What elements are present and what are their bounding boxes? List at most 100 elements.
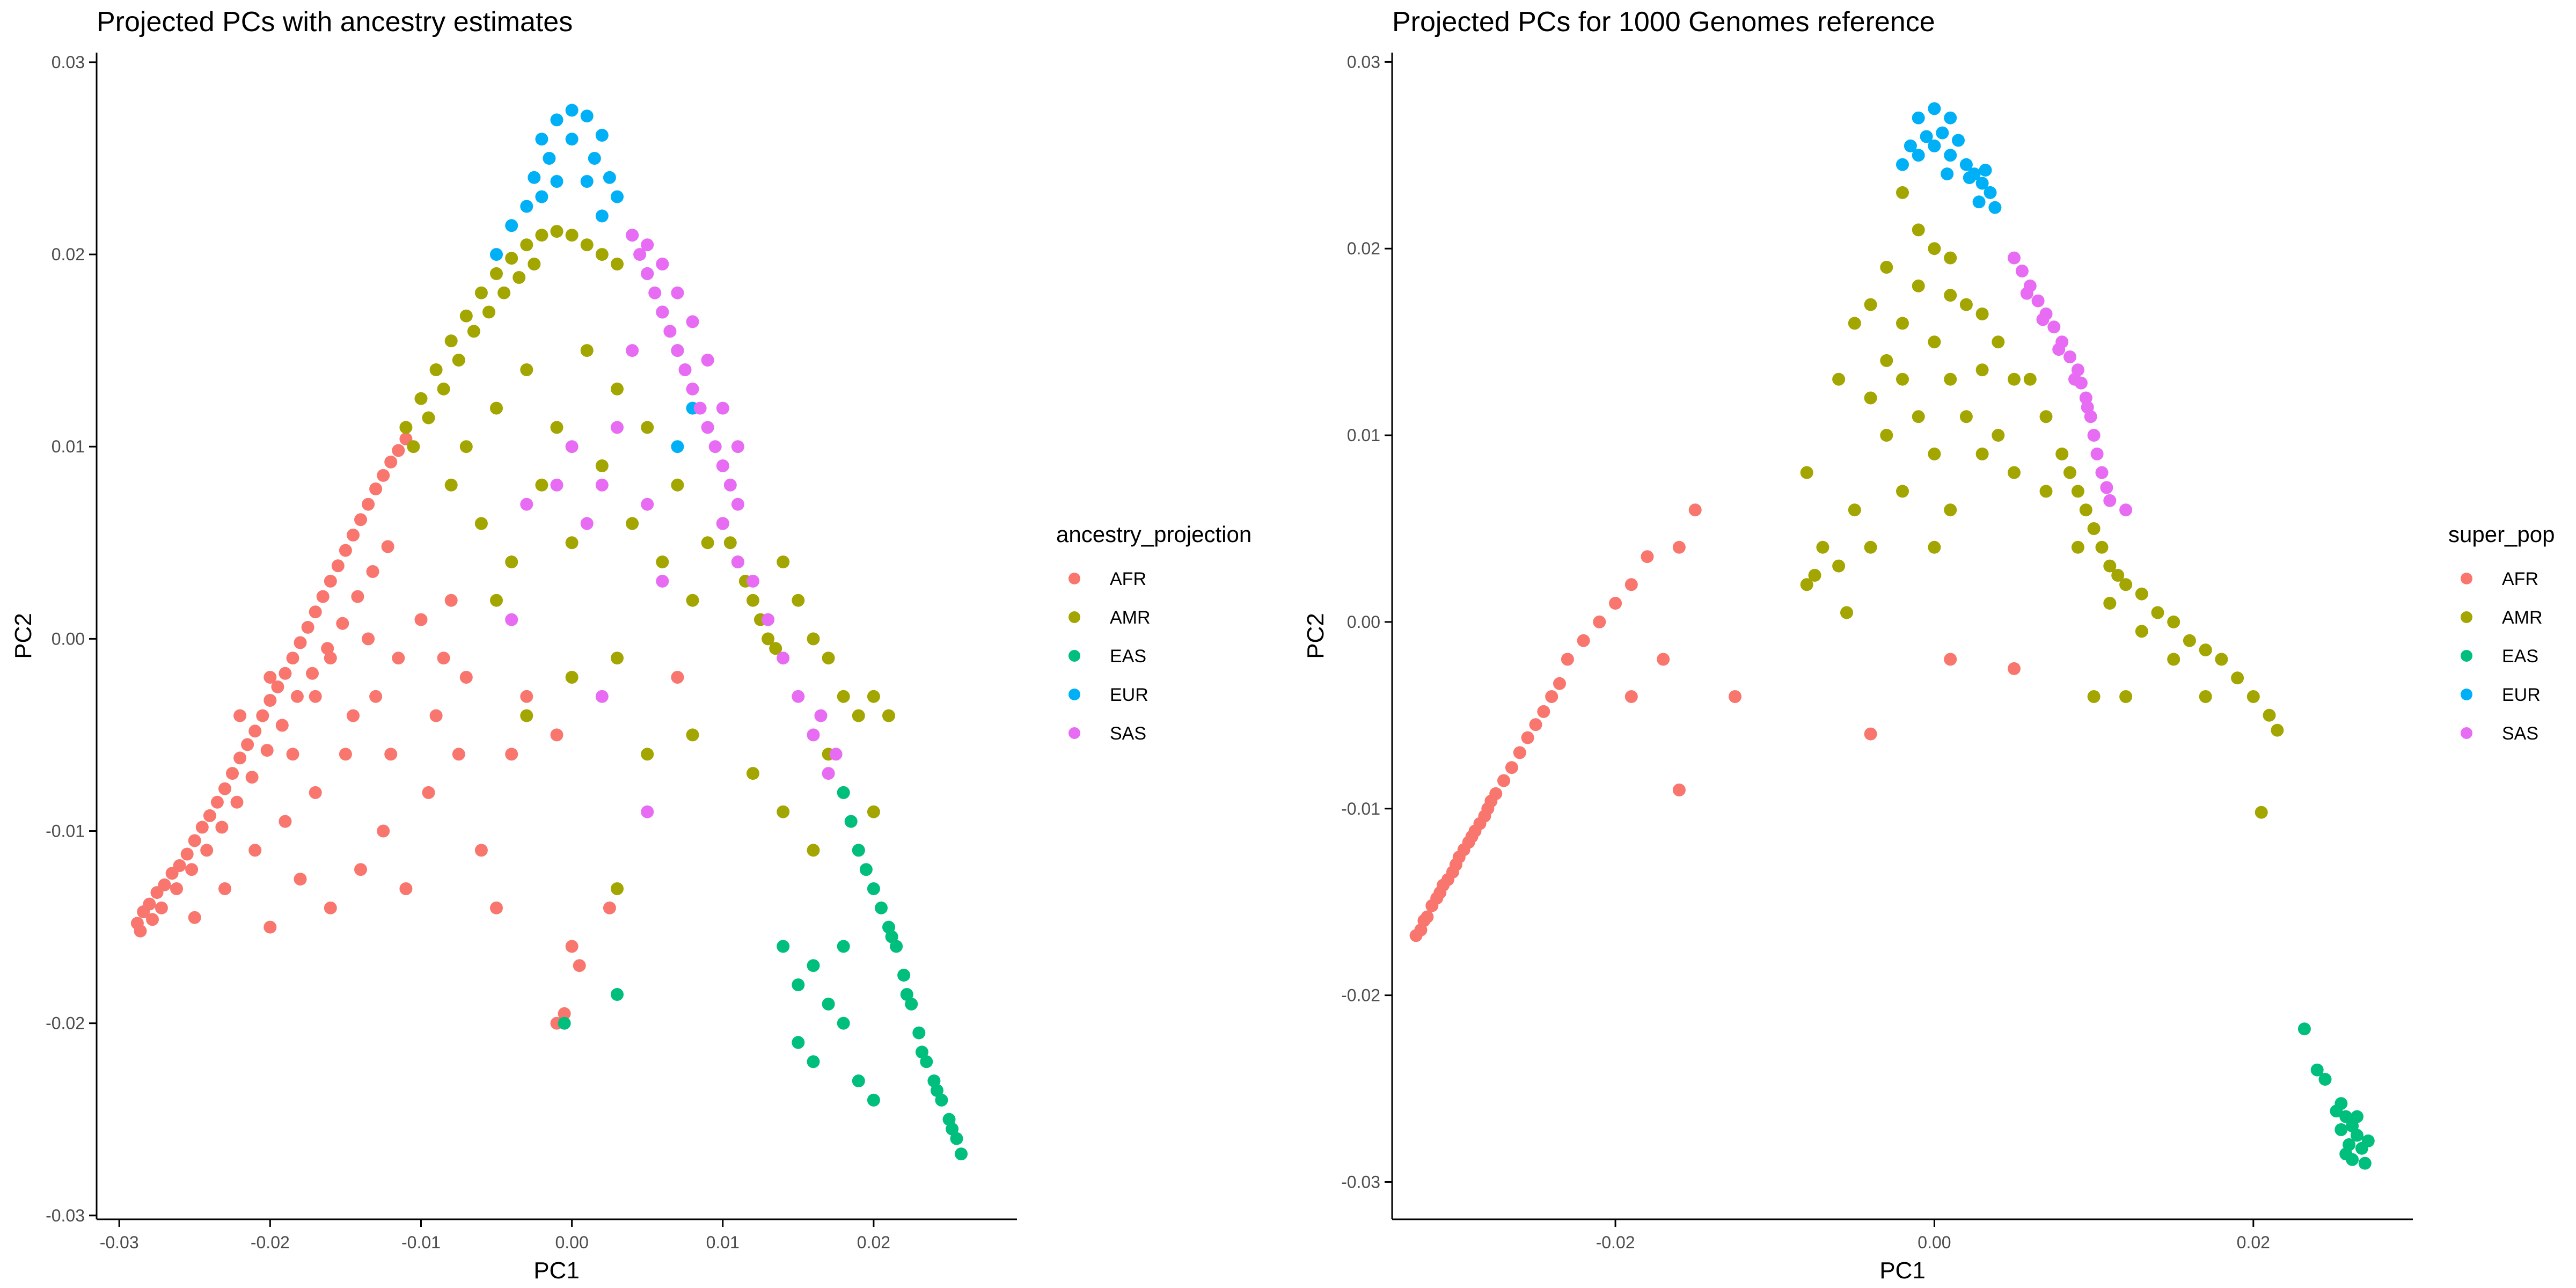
point-afr-24 [1452, 851, 1466, 864]
point-amr-16 [422, 411, 435, 425]
point-amr-38 [656, 555, 669, 569]
point-sas-27 [792, 690, 805, 703]
point-sas-19 [701, 354, 714, 367]
point-sas-25 [762, 613, 775, 626]
point-amr-0 [1896, 186, 1909, 199]
point-afr-27 [331, 559, 345, 573]
point-sas-1 [2015, 265, 2029, 277]
point-amr-46 [2111, 569, 2125, 582]
point-eur-2 [1944, 111, 1957, 125]
point-eur-1 [550, 113, 564, 127]
point-amr-60 [2039, 485, 2053, 498]
point-afr-73 [444, 594, 458, 607]
point-amr-14 [1880, 354, 1893, 367]
point-sas-20 [2068, 372, 2081, 386]
chart-left-y-axis-label: PC2 [10, 613, 36, 659]
point-amr-54 [2231, 671, 2244, 685]
chart-left-title: Projected PCs with ancestry estimates [97, 6, 573, 38]
point-sas-5 [663, 325, 677, 338]
point-amr-55 [762, 632, 775, 646]
y-tick-label-0: 0.03 [52, 53, 85, 72]
point-afr-20 [1421, 910, 1434, 924]
point-afr-14 [1521, 731, 1534, 744]
legend-label-afr: AFR [2502, 569, 2538, 589]
point-amr-61 [837, 690, 850, 703]
point-eur-6 [588, 152, 601, 165]
point-eas-13 [2318, 1073, 2332, 1086]
point-eas-10 [912, 1026, 926, 1040]
legend-label-eas: EAS [1110, 646, 1146, 667]
legend-item-eas: EAS [2461, 646, 2538, 667]
point-amr-57 [2271, 723, 2284, 737]
point-amr-29 [520, 363, 533, 376]
point-eas-21 [885, 930, 898, 943]
point-amr-26 [1896, 485, 1909, 498]
point-eas-13 [935, 1093, 948, 1107]
point-eur-16 [1979, 164, 1992, 177]
point-eur-9 [603, 171, 616, 184]
point-afr-85 [603, 901, 616, 914]
point-afr-72 [437, 652, 450, 665]
point-amr-20 [482, 305, 495, 319]
chart-left-legend: ancestry_projection AFR AMR EAS EUR SAS [1056, 522, 1252, 744]
point-eas-30 [867, 1093, 880, 1107]
point-sas-15 [641, 238, 654, 252]
point-eur-9 [1944, 149, 1957, 162]
point-eas-12 [2361, 1134, 2375, 1147]
point-eas-7 [890, 940, 903, 953]
point-amr-41 [701, 536, 714, 550]
point-eur-11 [611, 190, 624, 203]
legend-label-sas: SAS [1110, 723, 1146, 744]
point-sas-42 [595, 690, 609, 703]
point-afr-28 [339, 544, 352, 557]
point-amr-40 [2063, 466, 2076, 479]
point-afr-37 [134, 924, 147, 938]
point-afr-10 [203, 809, 216, 822]
legend-key-sas [1069, 727, 1080, 739]
series-afr [130, 432, 684, 1030]
point-amr-5 [1912, 279, 1925, 292]
point-amr-41 [2071, 485, 2084, 498]
point-sas-31 [814, 709, 828, 722]
point-afr-67 [392, 652, 405, 665]
chart-right: Projected PCs for 1000 Genomes reference… [1302, 6, 2555, 1284]
point-afr-25 [316, 590, 330, 603]
point-amr-67 [807, 844, 820, 857]
point-amr-10 [550, 225, 564, 238]
point-eur-1 [1928, 102, 1941, 115]
chart-right-title: Projected PCs for 1000 Genomes reference [1392, 6, 1935, 38]
point-sas-7 [2063, 350, 2076, 363]
point-eas-26 [792, 1036, 805, 1049]
x-tick-label-4: 0.01 [706, 1233, 740, 1252]
point-afr-57 [248, 844, 262, 857]
point-eas-1 [844, 815, 858, 828]
point-amr-13 [595, 248, 609, 261]
point-amr-43 [520, 709, 533, 722]
point-eas-24 [807, 959, 820, 972]
point-eas-29 [852, 1074, 865, 1088]
point-afr-75 [459, 671, 473, 684]
point-sas-2 [641, 267, 654, 280]
point-amr-11 [565, 229, 579, 242]
point-eur-14 [580, 175, 594, 188]
point-sas-18 [686, 315, 699, 328]
point-amr-6 [490, 267, 503, 280]
chart-right-x-axis-label: PC1 [1879, 1257, 1926, 1284]
point-sas-13 [2090, 447, 2104, 460]
point-eur-5 [1904, 139, 1917, 152]
point-eur-10 [520, 200, 533, 213]
chart-left: Projected PCs with ancestry estimates -0… [10, 6, 1252, 1284]
point-afr-54 [381, 540, 394, 553]
point-afr-82 [558, 1007, 571, 1020]
point-amr-29 [1800, 466, 1813, 479]
point-amr-35 [611, 382, 624, 396]
point-afr-17 [1545, 690, 1558, 703]
point-eur-10 [1959, 158, 1973, 171]
point-amr-62 [852, 709, 865, 722]
series-afr [1409, 503, 2021, 942]
x-tick-label-0: -0.02 [1596, 1233, 1635, 1252]
point-eur-17 [1963, 171, 1976, 185]
point-sas-7 [678, 363, 692, 376]
point-amr-64 [882, 709, 895, 722]
point-eas-10 [2351, 1110, 2363, 1123]
